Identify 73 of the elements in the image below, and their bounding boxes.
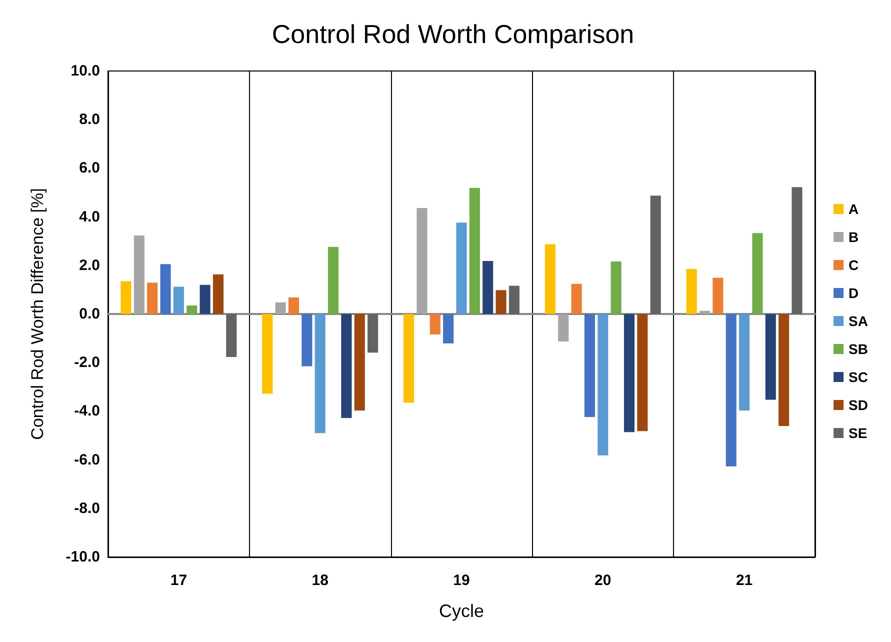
bar bbox=[778, 314, 790, 426]
legend-label: C bbox=[848, 257, 859, 273]
legend-label: SD bbox=[848, 397, 868, 413]
x-tick-label: 17 bbox=[170, 572, 188, 589]
y-tick-label: -8.0 bbox=[74, 500, 100, 517]
y-tick-label: -6.0 bbox=[74, 451, 100, 468]
bar bbox=[212, 274, 224, 314]
bar bbox=[752, 233, 763, 314]
bar bbox=[200, 284, 210, 314]
bar bbox=[430, 314, 440, 334]
bar bbox=[482, 261, 494, 314]
bar bbox=[404, 314, 414, 403]
bar bbox=[120, 281, 132, 314]
bar bbox=[186, 305, 198, 314]
y-tick-label: 2.0 bbox=[79, 256, 100, 274]
legend-label: B bbox=[848, 229, 859, 245]
x-tick-label: 19 bbox=[453, 572, 470, 589]
bar bbox=[598, 314, 608, 456]
y-tick-label: 6.0 bbox=[79, 160, 100, 177]
bar bbox=[571, 284, 582, 314]
bar bbox=[341, 314, 352, 418]
bar bbox=[354, 314, 365, 410]
y-tick-label: -10.0 bbox=[66, 548, 100, 566]
legend-label: SC bbox=[848, 369, 868, 385]
bar bbox=[496, 290, 506, 314]
bar bbox=[686, 269, 697, 314]
y-tick-label: 4.0 bbox=[79, 208, 100, 226]
bar bbox=[726, 314, 736, 466]
bar bbox=[443, 314, 454, 344]
y-tick-label: 0.0 bbox=[79, 306, 100, 322]
bar bbox=[469, 188, 480, 314]
x-tick-label: 18 bbox=[312, 572, 328, 589]
bar bbox=[765, 314, 776, 400]
bar bbox=[147, 282, 158, 314]
bar bbox=[558, 314, 569, 342]
bar bbox=[160, 264, 171, 314]
bar bbox=[544, 244, 556, 314]
legend-label: SA bbox=[848, 313, 868, 329]
y-tick-label: -4.0 bbox=[74, 402, 100, 420]
bar bbox=[314, 314, 326, 434]
bar bbox=[134, 236, 144, 314]
x-axis-title: Cycle bbox=[438, 601, 484, 621]
y-axis-title: Control Rod Worth Difference [%] bbox=[28, 188, 47, 440]
legend-label: SE bbox=[848, 425, 868, 441]
y-tick-label: 10.0 bbox=[70, 62, 100, 80]
bar bbox=[739, 314, 750, 410]
bar bbox=[584, 314, 595, 418]
x-tick-label: 20 bbox=[594, 572, 612, 589]
chart-title: Control Rod Worth Comparison bbox=[272, 19, 634, 49]
bar bbox=[416, 208, 428, 314]
bar bbox=[624, 314, 635, 432]
bar bbox=[368, 314, 378, 353]
bar bbox=[302, 314, 312, 366]
bar bbox=[288, 297, 300, 314]
bar bbox=[637, 314, 648, 432]
bar bbox=[792, 187, 802, 314]
bar bbox=[456, 222, 467, 314]
bar bbox=[712, 278, 724, 314]
x-tick-label: 21 bbox=[736, 572, 753, 589]
bar bbox=[328, 246, 339, 314]
bar bbox=[173, 286, 184, 314]
bar bbox=[262, 314, 273, 394]
bar bbox=[610, 262, 622, 314]
bar bbox=[508, 286, 520, 314]
bar bbox=[226, 314, 237, 358]
y-tick-label: 8.0 bbox=[79, 111, 100, 128]
bar bbox=[700, 310, 710, 314]
bar bbox=[650, 196, 661, 314]
bar bbox=[275, 302, 286, 314]
y-tick-label: -2.0 bbox=[74, 354, 100, 372]
legend-label: D bbox=[848, 285, 859, 301]
legend-label: A bbox=[848, 201, 859, 217]
legend-label: SB bbox=[848, 341, 868, 357]
